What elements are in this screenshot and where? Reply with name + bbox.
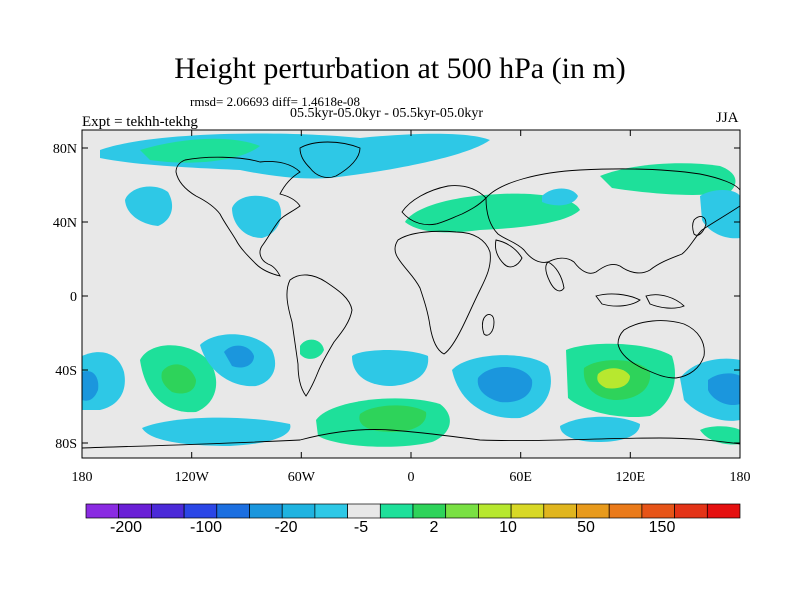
anomaly-blue-tasman [708, 373, 740, 406]
lat-tick-label: 40N [53, 216, 77, 231]
coast-europe [401, 185, 487, 226]
lat-tick-label: 80N [53, 142, 77, 157]
colorbar-label: -20 [274, 519, 297, 536]
colorbar-label: -200 [110, 519, 142, 536]
colorbar-swatch [249, 503, 283, 519]
colorbar-label: -5 [354, 519, 368, 536]
colorbar-swatch [85, 503, 120, 519]
lon-tick-label: 60W [288, 470, 316, 485]
lon-tick-label: 60E [509, 470, 532, 485]
colorbar-label: 50 [577, 519, 595, 536]
anomaly-teal-greenland [140, 138, 260, 163]
anomaly-blue-se-pacific [224, 345, 254, 368]
colorbar-swatch [510, 503, 545, 519]
anomaly-green-weddell [359, 405, 427, 432]
anomaly-green-s-pacific [161, 364, 196, 394]
anomaly-cyan-nw-pacific [125, 186, 173, 226]
anomaly-yellowgreen-s-indian [597, 368, 630, 389]
colorbar-swatch [641, 503, 675, 519]
coast-south-america [286, 274, 353, 397]
coast-north-america [175, 156, 301, 277]
lon-tick-label: 180 [72, 470, 93, 485]
anomaly-teal-argentina [300, 339, 324, 359]
case-description: 05.5kyr-05.0kyr - 05.5kyr-05.0kyr [290, 106, 484, 121]
lon-tick-label: 180 [730, 470, 751, 485]
lon-tick-label: 0 [408, 470, 415, 485]
anomaly-cyan-s-atlantic [352, 350, 429, 386]
colorbar-swatch [543, 503, 577, 519]
season-label: JJA [716, 110, 739, 126]
colorbar-swatch [281, 503, 316, 519]
colorbar-swatch [118, 503, 152, 519]
colorbar: -200 -100 -20 -5 2 10 50 150 [85, 503, 741, 536]
anomaly-teal-europe [405, 193, 580, 233]
coast-antarctica [82, 429, 740, 449]
colorbar-label: 2 [430, 519, 439, 536]
anomaly-cyan-southern-ocean [142, 417, 291, 446]
lat-tick-label: 40S [55, 364, 77, 379]
longitude-axis: 180 120W 60W 0 60E 120E 180 [72, 130, 751, 485]
colorbar-swatch [576, 503, 610, 519]
anomaly-teal-asia [600, 163, 736, 195]
latitude-axis: 80N 40N 0 40S 80S [53, 142, 740, 452]
lon-tick-label: 120E [616, 470, 646, 485]
colorbar-swatch [706, 503, 741, 519]
colorbar-swatch [216, 503, 250, 519]
colorbar-swatch [412, 503, 447, 519]
colorbar-swatch [347, 503, 381, 519]
lat-tick-label: 80S [55, 437, 77, 452]
colorbar-swatch [608, 503, 643, 519]
coast-japan [692, 216, 707, 236]
anomaly-cyan-n-america [232, 195, 282, 238]
colorbar-swatch [314, 503, 348, 519]
coast-indonesia [595, 293, 685, 309]
colorbar-label: 150 [649, 519, 676, 536]
colorbar-swatch [674, 503, 708, 519]
anomaly-cyan-antarctic-east [560, 416, 640, 442]
lat-tick-label: 0 [70, 290, 77, 305]
anomaly-cyan-n-pacific-east [700, 190, 740, 239]
colorbar-swatch [183, 503, 218, 519]
coast-greenland [299, 141, 361, 179]
colorbar-swatch [445, 503, 479, 519]
coast-australia [617, 320, 705, 379]
colorbar-swatch [151, 503, 185, 519]
anomaly-blue-s-indian-west [477, 366, 533, 403]
coast-africa [394, 230, 491, 355]
anomaly-teal-ross [700, 426, 740, 445]
colorbar-label: -100 [190, 519, 222, 536]
rmsd-stats: rmsd= 2.06693 diff= 1.4618e-08 [190, 94, 361, 109]
coast-asia [485, 168, 740, 274]
experiment-label: Expt = tekhh-tekhg [82, 114, 198, 130]
lon-tick-label: 120W [175, 470, 210, 485]
coast-madagascar [482, 314, 495, 336]
coast-arabia-india [495, 239, 565, 292]
anomaly-blue-s-pacific-west [82, 370, 99, 401]
colorbar-label: 10 [499, 519, 517, 536]
colorbar-swatch [379, 503, 414, 519]
anomaly-cyan-central-asia [542, 188, 578, 206]
map-field [82, 130, 740, 458]
coastlines [82, 141, 740, 449]
colorbar-swatch [478, 503, 512, 519]
map-title: Height perturbation at 500 hPa (in m) [174, 52, 626, 85]
